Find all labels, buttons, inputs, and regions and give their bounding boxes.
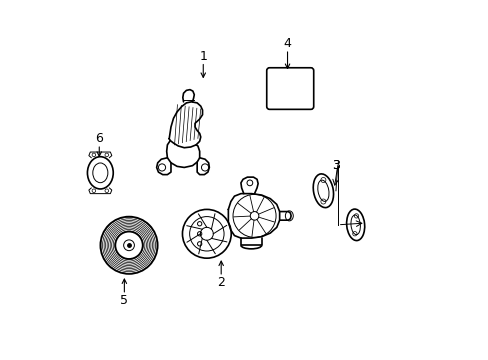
Text: 5: 5	[120, 294, 128, 307]
Text: 3: 3	[331, 159, 339, 172]
Text: 2: 2	[217, 276, 224, 289]
FancyBboxPatch shape	[266, 68, 313, 109]
Text: 1: 1	[199, 50, 207, 63]
Text: 3: 3	[331, 159, 339, 172]
Text: 6: 6	[95, 132, 103, 145]
Text: 4: 4	[283, 37, 291, 50]
